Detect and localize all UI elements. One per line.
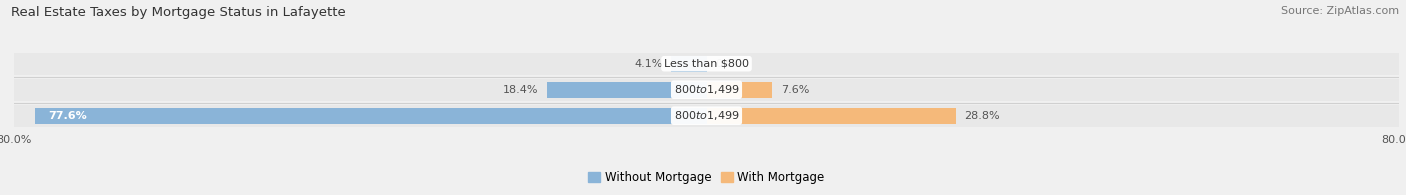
Bar — [671, 56, 707, 72]
Bar — [35, 108, 707, 124]
Text: 4.1%: 4.1% — [634, 59, 662, 69]
Text: 0.0%: 0.0% — [716, 59, 744, 69]
Text: $800 to $1,499: $800 to $1,499 — [673, 83, 740, 96]
Text: 18.4%: 18.4% — [503, 85, 538, 95]
Text: 77.6%: 77.6% — [48, 111, 87, 121]
Text: 28.8%: 28.8% — [965, 111, 1000, 121]
Bar — [707, 82, 772, 98]
Text: $800 to $1,499: $800 to $1,499 — [673, 109, 740, 122]
Bar — [547, 82, 707, 98]
Legend: Without Mortgage, With Mortgage: Without Mortgage, With Mortgage — [583, 166, 830, 189]
Bar — [14, 79, 1399, 101]
Text: Source: ZipAtlas.com: Source: ZipAtlas.com — [1281, 6, 1399, 16]
Bar — [14, 53, 1399, 75]
Text: Real Estate Taxes by Mortgage Status in Lafayette: Real Estate Taxes by Mortgage Status in … — [11, 6, 346, 19]
Bar — [707, 108, 956, 124]
Bar — [14, 105, 1399, 127]
Text: 7.6%: 7.6% — [780, 85, 810, 95]
Text: Less than $800: Less than $800 — [664, 59, 749, 69]
